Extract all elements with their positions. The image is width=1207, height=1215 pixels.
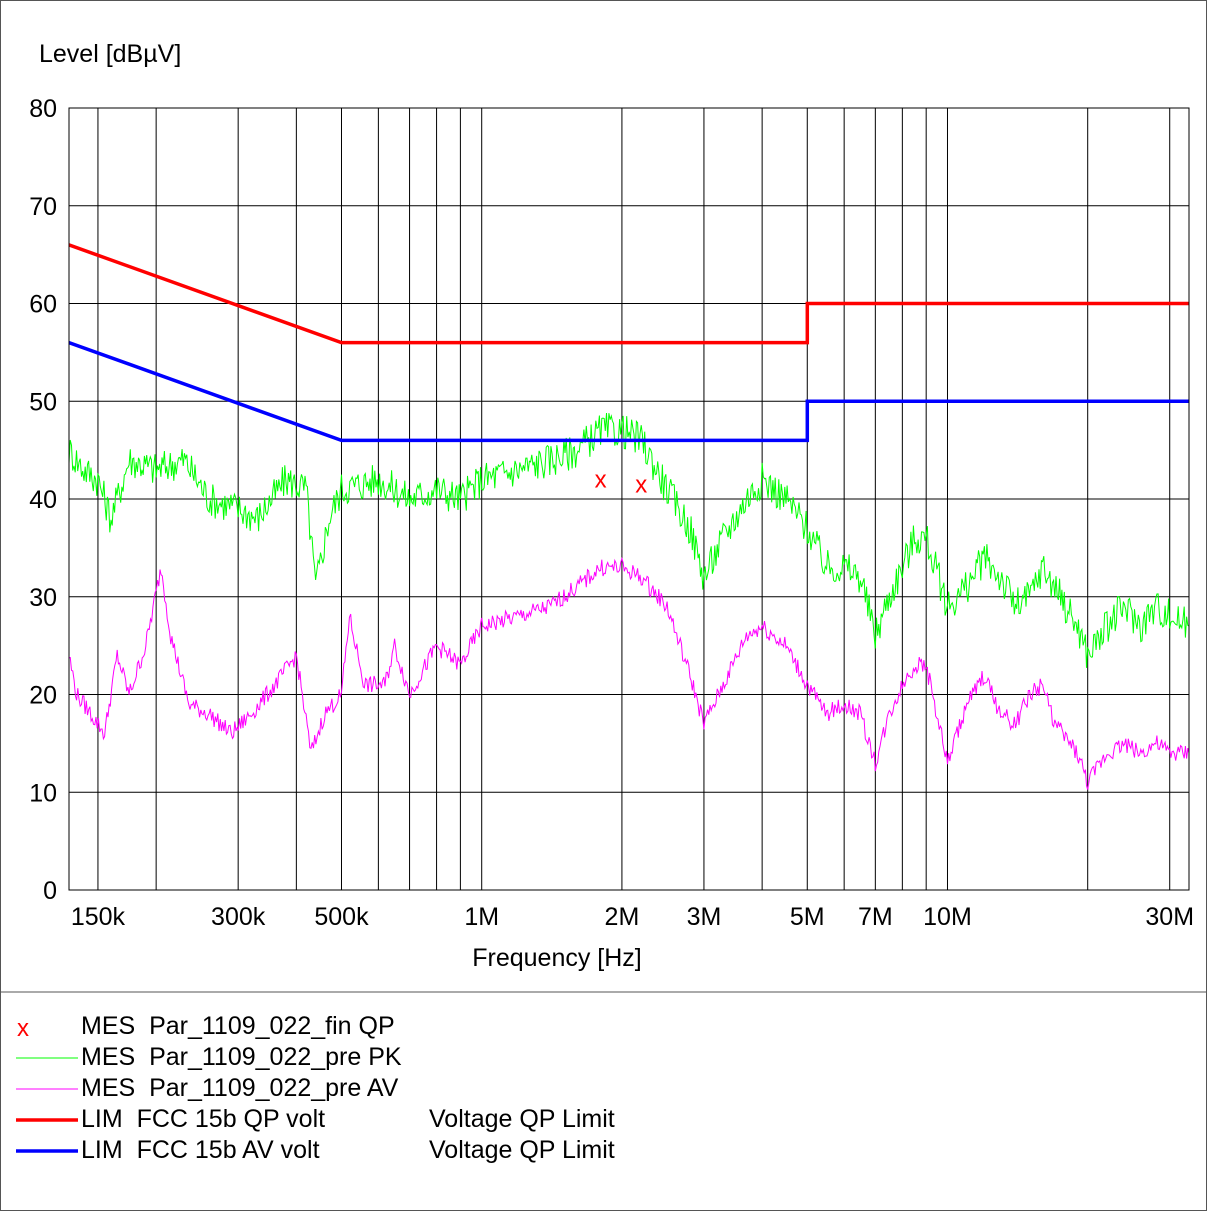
x-tick-label: 5M <box>790 903 825 931</box>
y-tick-label: 60 <box>29 291 57 319</box>
series-line-3 <box>69 243 1189 345</box>
y-tick-label: 20 <box>29 682 57 710</box>
x-tick-label: 30M <box>1145 903 1194 931</box>
y-ticks: 0 10 20 30 40 50 60 70 80 <box>29 95 57 905</box>
legend-label: LIM FCC 15b AV volt <box>81 1136 320 1164</box>
x-tick-label: 2M <box>605 903 640 931</box>
y-tick-label: 50 <box>29 388 57 416</box>
x-tick-label: 3M <box>687 903 722 931</box>
y-tick-label: 40 <box>29 486 57 514</box>
legend-description: Voltage QP Limit <box>429 1105 615 1133</box>
x-axis-label: Frequency [Hz] <box>472 944 642 972</box>
y-tick-label: 80 <box>29 95 57 123</box>
x-tick-label: 500k <box>314 903 369 931</box>
y-tick-label: 10 <box>29 779 57 807</box>
legend-label: MES Par_1109_022_pre PK <box>81 1043 402 1071</box>
legend-description: Voltage QP Limit <box>429 1136 615 1164</box>
plot-area <box>68 107 1190 891</box>
x-tick-label: 1M <box>464 903 499 931</box>
legend-marker-x: x <box>17 1015 29 1042</box>
grid <box>69 107 1189 891</box>
qp-marker: x <box>595 466 607 493</box>
x-tick-label: 7M <box>858 903 893 931</box>
y-axis-label: Level [dBµV] <box>39 40 181 68</box>
legend: x MES Par_1109_022_fin QP MES Par_1109_022… <box>16 1012 615 1164</box>
series-line-4 <box>69 340 1189 443</box>
legend-label: MES Par_1109_022_fin QP <box>81 1012 395 1040</box>
series-line-1 <box>69 412 1189 668</box>
y-tick-label: 0 <box>43 877 57 905</box>
legend-label: MES Par_1109_022_pre AV <box>81 1074 399 1102</box>
legend-label: LIM FCC 15b QP volt <box>81 1105 325 1133</box>
x-tick-label: 10M <box>923 903 972 931</box>
qp-marker: x <box>635 471 647 498</box>
x-tick-label: 150k <box>71 903 126 931</box>
x-tick-label: 300k <box>211 903 266 931</box>
y-tick-label: 70 <box>29 193 57 221</box>
y-tick-label: 30 <box>29 584 57 612</box>
series-line-2 <box>69 556 1189 790</box>
x-ticks: 150k 300k 500k 1M 2M 3M 5M 7M 10M 30M <box>71 903 1194 931</box>
